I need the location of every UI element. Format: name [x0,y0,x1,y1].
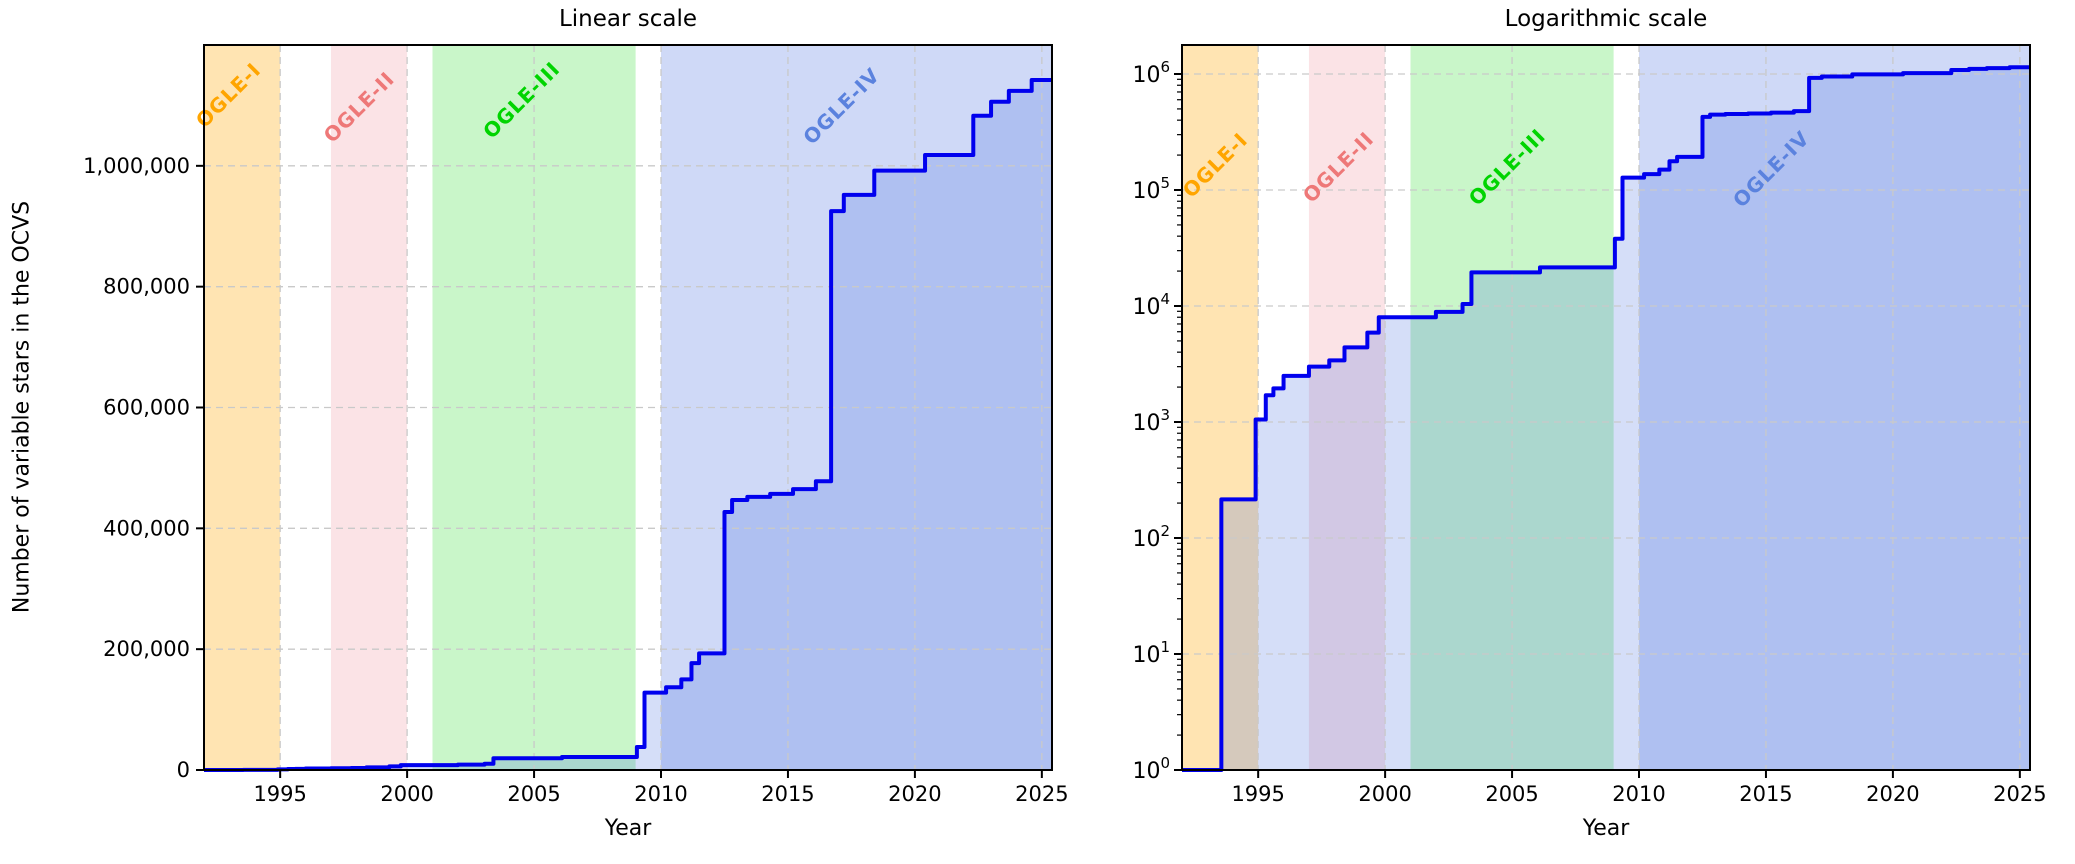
x-tick-label: 2015 [1739,782,1792,806]
x-tick-label: 1995 [1231,782,1284,806]
y-tick-label: 105 [1132,174,1170,204]
x-tick-label: 2010 [1612,782,1665,806]
x-axis-ticks: 1995 2000 2005 2010 2015 2020 2025 [1231,770,2047,806]
series-fill [1182,67,2030,770]
x-tick-label: 2025 [1993,782,2046,806]
y-tick-label: 0 [177,758,190,782]
series-line [1182,65,2030,772]
x-tick-label: 2000 [1358,782,1411,806]
x-tick-label: 2000 [380,782,433,806]
series-line [204,78,1052,772]
x-tick-label: 2020 [1866,782,1919,806]
band-ogle-iv [1639,45,2030,770]
x-tick-label: 2020 [888,782,941,806]
y-axis-ticks: 0 200,000 400,000 600,000 800,000 1,000,000 [83,154,204,782]
band-ogle-ii [330,45,408,770]
x-tick-label: 2010 [634,782,687,806]
y-tick-label: 103 [1132,406,1170,436]
series-fill [204,80,1052,770]
y-tick-label: 600,000 [103,396,190,420]
y-tick-label: 102 [1132,522,1170,552]
x-tick-label: 1995 [253,782,306,806]
y-tick-label: 1,000,000 [83,154,190,178]
y-tick-label: 200,000 [103,637,190,661]
y-tick-label: 101 [1132,638,1170,668]
y-tick-label: 106 [1132,58,1170,88]
x-axis-label-log: Year [1582,816,1630,841]
x-tick-label: 2005 [507,782,560,806]
y-tick-label: 800,000 [103,275,190,299]
band-ogle-ii [1308,45,1386,770]
y-axis-ticks: 100 101 102 103 104 105 106 [1132,58,1182,784]
y-axis-label: Number of variable stars in the OCVS [9,200,35,614]
gridlines [1182,45,2030,770]
panel-title-linear: Linear scale [558,6,698,32]
axes-frame [1181,44,2031,771]
gridlines [204,45,1052,770]
panel-title-log: Logarithmic scale [1504,6,1708,32]
x-axis-ticks: 1995 2000 2005 2010 2015 2020 2025 [253,770,1069,806]
x-tick-label: 2005 [1485,782,1538,806]
y-tick-label: 400,000 [103,516,190,540]
y-tick-label: 104 [1132,290,1170,320]
x-tick-label: 2025 [1015,782,1068,806]
x-tick-label: 2015 [761,782,814,806]
y-tick-label: 100 [1132,754,1170,784]
x-axis-label-linear: Year [604,816,652,841]
